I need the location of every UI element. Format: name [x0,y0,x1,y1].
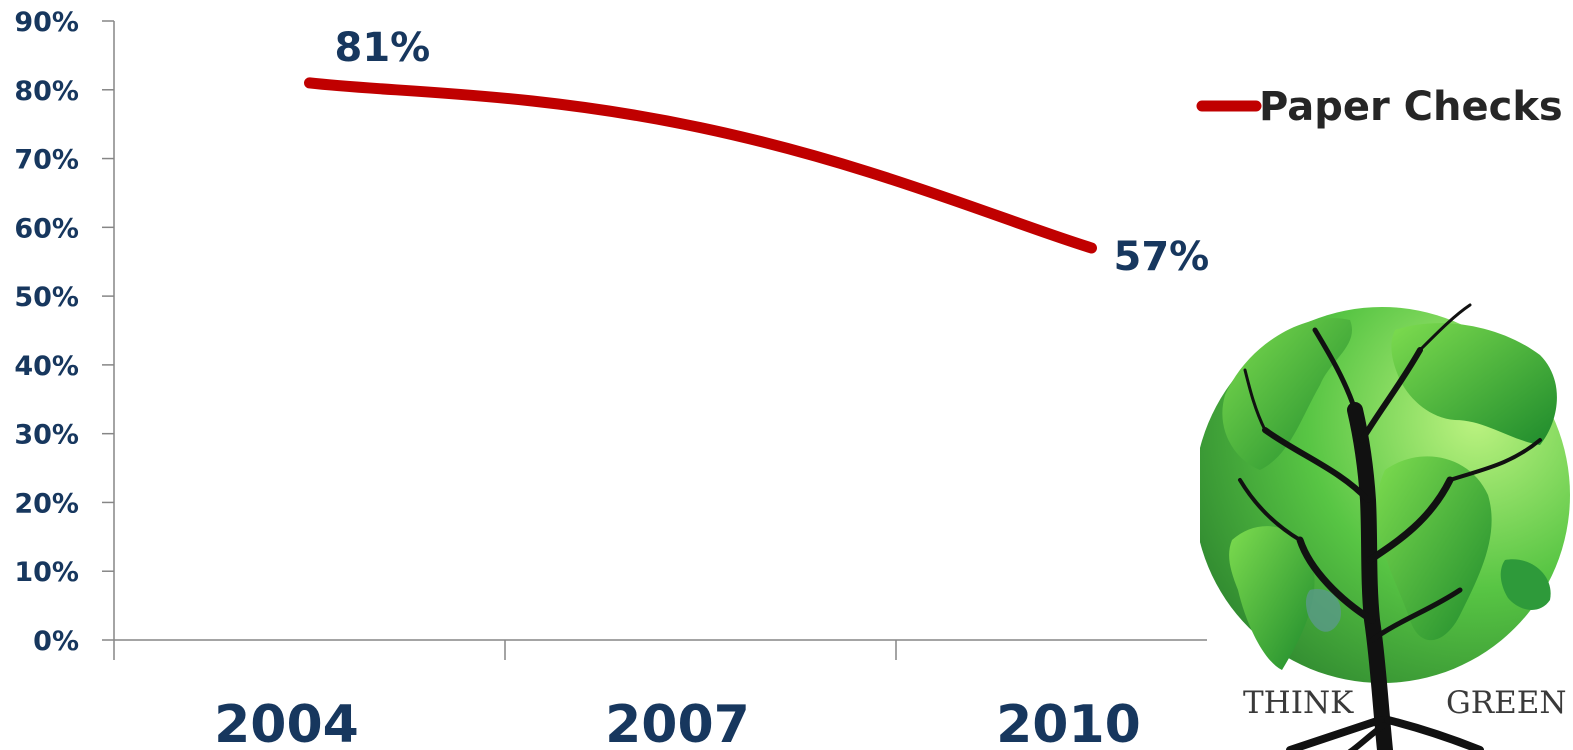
data-labels: 81% 57% [335,25,1210,280]
tree-globe-icon [1200,303,1570,750]
y-tick-label: 90% [14,7,79,38]
y-tick-label: 30% [14,420,79,451]
data-label: 81% [335,25,431,71]
y-tick-label: 50% [14,282,79,313]
y-tick-label: 60% [14,213,79,244]
y-tick-label: 40% [14,351,79,382]
logo-text-think: THINK [1243,685,1354,721]
axes [113,21,1207,641]
data-label: 57% [1114,234,1210,280]
legend-label: Paper Checks [1259,84,1563,130]
x-ticks: 2004 2007 2010 [113,640,1141,750]
y-tick-label: 20% [14,488,79,519]
think-green-logo: THINK GREEN [1200,303,1570,750]
x-tick-label: 2004 [214,695,359,750]
y-tick-label: 0% [33,626,79,657]
y-ticks: 0% 10% 20% 30% 40% 50% 60% 70% 80% 90% [14,7,114,657]
series-line-paper-checks [304,77,1097,254]
y-tick-label: 10% [14,557,79,588]
y-tick-label: 70% [14,145,79,176]
x-tick-label: 2010 [996,695,1141,750]
legend: Paper Checks [1196,84,1563,130]
logo-text-green: GREEN [1446,685,1567,721]
x-tick-label: 2007 [605,695,750,750]
y-tick-label: 80% [14,76,79,107]
